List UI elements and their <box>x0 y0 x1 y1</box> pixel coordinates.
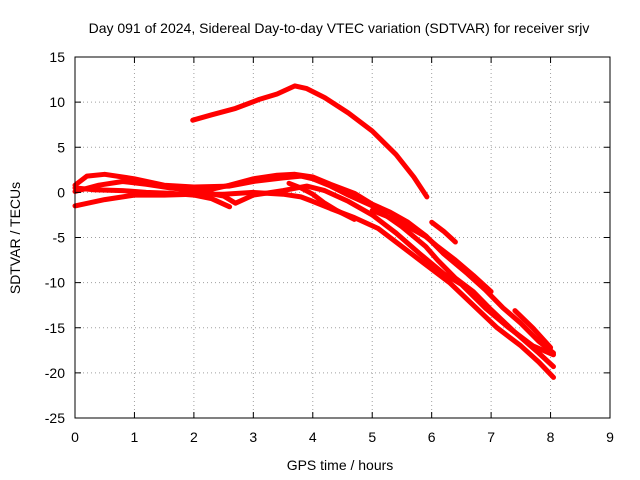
x-tick-label: 3 <box>249 429 257 445</box>
ticks-layer <box>74 56 611 419</box>
x-tick-label: 2 <box>190 429 198 445</box>
x-tick-label: 8 <box>547 429 555 445</box>
x-tick-label: 5 <box>368 429 376 445</box>
series-line-arc-g <box>369 207 494 295</box>
y-tick-label: -15 <box>45 320 65 336</box>
x-axis-label: GPS time / hours <box>287 457 394 473</box>
tick-labels: 0 1 2 3 4 5 6 7 8 9 -25 -20 -15 -10 -5 0 5 10 15 <box>45 49 614 445</box>
series-line-arc-h <box>286 180 357 222</box>
x-tick-label: 7 <box>487 429 495 445</box>
y-tick-label: -20 <box>45 365 65 381</box>
series-layer <box>72 83 556 380</box>
x-tick-label: 0 <box>71 429 79 445</box>
y-tick-label: -25 <box>45 410 65 426</box>
series-line-arc-c <box>72 179 556 358</box>
series-line-arc-a <box>190 83 430 200</box>
y-tick-label: 0 <box>57 184 65 200</box>
grid-layer <box>75 57 610 418</box>
series-line-arc-e <box>179 171 556 356</box>
y-tick-label: -5 <box>53 230 66 246</box>
chart-title: Day 091 of 2024, Sidereal Day-to-day VTE… <box>89 20 590 36</box>
y-tick-label: -10 <box>45 275 65 291</box>
y-tick-label: 10 <box>49 94 65 110</box>
x-tick-label: 4 <box>309 429 317 445</box>
x-tick-label: 6 <box>428 429 436 445</box>
series-line-arc-f <box>72 185 233 210</box>
y-tick-label: 5 <box>57 139 65 155</box>
y-tick-label: 15 <box>49 49 65 65</box>
x-tick-label: 9 <box>606 429 614 445</box>
series-line-arc-i <box>429 219 458 245</box>
x-tick-label: 1 <box>131 429 139 445</box>
series-line-arc-j <box>512 308 554 351</box>
y-axis-label: SDTVAR / TECUs <box>7 182 23 294</box>
